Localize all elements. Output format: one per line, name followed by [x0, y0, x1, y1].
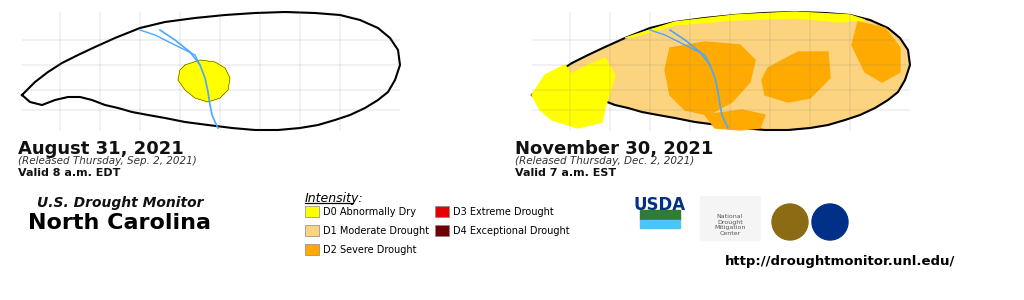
Text: November 30, 2021: November 30, 2021	[515, 140, 714, 158]
Polygon shape	[640, 210, 680, 220]
Polygon shape	[532, 12, 910, 130]
Text: U.S. Drought Monitor: U.S. Drought Monitor	[37, 196, 203, 210]
Polygon shape	[705, 110, 765, 130]
Text: D2 Severe Drought: D2 Severe Drought	[323, 245, 417, 255]
Bar	[435, 206, 449, 217]
Text: D0 Abnormally Dry: D0 Abnormally Dry	[323, 207, 416, 217]
Polygon shape	[665, 42, 755, 115]
Text: USDA: USDA	[634, 196, 686, 214]
Polygon shape	[700, 196, 760, 240]
Bar	[435, 225, 449, 236]
Text: D4 Exceptional Drought: D4 Exceptional Drought	[453, 226, 569, 236]
Circle shape	[772, 204, 808, 240]
Polygon shape	[178, 60, 230, 102]
Bar	[305, 244, 319, 255]
Text: (Released Thursday, Dec. 2, 2021): (Released Thursday, Dec. 2, 2021)	[515, 156, 694, 166]
Text: National
Drought
Mitigation
Center: National Drought Mitigation Center	[715, 214, 745, 236]
Polygon shape	[22, 12, 400, 130]
Polygon shape	[852, 22, 900, 82]
Text: Valid 7 a.m. EST: Valid 7 a.m. EST	[515, 168, 616, 178]
Text: D1 Moderate Drought: D1 Moderate Drought	[323, 226, 429, 236]
Text: D3 Extreme Drought: D3 Extreme Drought	[453, 207, 554, 217]
Text: (Released Thursday, Sep. 2, 2021): (Released Thursday, Sep. 2, 2021)	[18, 156, 197, 166]
Circle shape	[812, 204, 848, 240]
Polygon shape	[762, 52, 830, 102]
Text: http://droughtmonitor.unl.edu/: http://droughtmonitor.unl.edu/	[725, 255, 955, 268]
Text: Valid 8 a.m. EDT: Valid 8 a.m. EDT	[18, 168, 121, 178]
Polygon shape	[532, 95, 605, 128]
Bar	[305, 225, 319, 236]
Polygon shape	[532, 58, 615, 122]
Polygon shape	[640, 220, 680, 228]
Text: North Carolina: North Carolina	[29, 213, 212, 233]
Polygon shape	[625, 12, 865, 38]
Bar	[305, 206, 319, 217]
Polygon shape	[532, 65, 572, 95]
Text: August 31, 2021: August 31, 2021	[18, 140, 183, 158]
Text: Intensity:: Intensity:	[305, 192, 364, 205]
